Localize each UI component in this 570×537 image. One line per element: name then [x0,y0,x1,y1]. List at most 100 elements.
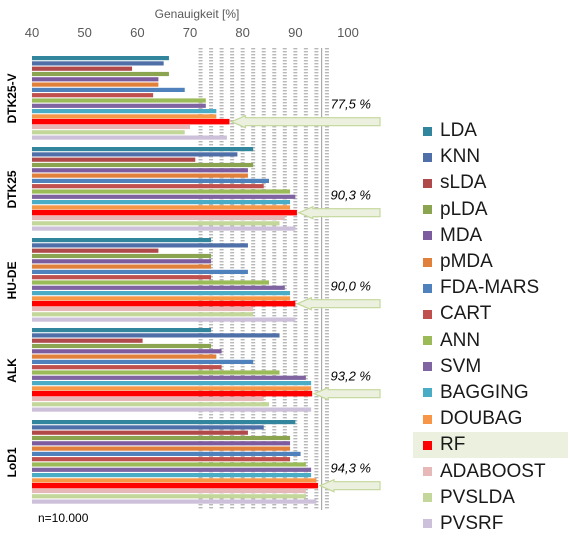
annotation-value: 94,3 % [331,461,371,476]
bar-slda-lod1 [32,430,248,435]
gridline [272,48,277,510]
bar-mda-dtk25-v [32,77,159,82]
legend-label: LDA [440,120,477,142]
legend-label: CART [440,303,492,325]
bar-doubag-dtk25 [32,205,291,210]
bar-adaboost-dtk25-v [32,124,190,130]
legend-label: ANN [440,329,481,351]
gridline [251,48,256,510]
bar-ann-lod1 [32,462,306,467]
bar-pvslda-dtk25-v [32,130,185,135]
bar-pvsrf-lod1 [32,499,317,504]
bar-svm-alk [32,375,306,380]
bar-bagging-hu-de [32,291,291,296]
legend-label: FDA-MARS [440,277,540,299]
legend-label: PVSRF [440,512,504,534]
bar-knn-dtk25-v [32,61,164,66]
group-labels: DTK25-V DTK25 HU-DE ALK LoD1 [5,73,19,477]
bar-fda-mars-lod1 [32,451,301,456]
legend-item-doubag: DOUBAG [413,406,568,432]
bar-cart-alk [32,365,222,370]
annotation-arrow [229,114,381,129]
annotation-value: 90,0 % [331,279,371,294]
annotation-arrow [312,386,381,401]
gridline [219,48,224,510]
bar-cart-dtk25-v [32,93,154,98]
bar-pmda-dtk25 [32,173,248,178]
bar-svm-lod1 [32,467,312,472]
bar-rf-dtk25 [32,209,297,216]
bar-lda-lod1 [32,420,296,425]
annotation-arrow [297,205,381,220]
gridline [261,48,266,510]
bar-pvslda-alk [32,402,269,407]
legend-label: RF [440,434,466,456]
bar-adaboost-lod1 [32,488,306,494]
bar-pvslda-dtk25 [32,221,280,226]
bar-pvslda-lod1 [32,494,306,499]
bar-lda-dtk25-v [32,56,169,61]
x-tick-label: 90 [288,25,302,40]
bar-slda-alk [32,338,143,343]
x-tick-label: 80 [235,25,249,40]
gridline [240,48,245,510]
legend-item-pvslda: PVSLDA [413,485,568,511]
bar-mda-dtk25 [32,168,248,173]
legend-swatch [423,178,432,188]
legend-label: pMDA [440,251,493,273]
legend-swatch [423,231,432,241]
annotation-value: 77,5 % [331,97,371,112]
group-label: LoD1 [5,447,19,477]
legend-swatch [423,152,432,162]
x-tick-label: 70 [183,25,197,40]
bar-pmda-dtk25-v [32,82,159,87]
group-label: DTK25 [5,170,19,208]
bar-slda-dtk25-v [32,66,133,71]
bar-fda-mars-alk [32,359,254,364]
bar-bagging-alk [32,381,312,386]
bar-plda-alk [32,343,212,349]
bar-ann-dtk25 [32,189,291,194]
bar-mda-lod1 [32,441,291,446]
legend-swatch [423,362,432,372]
bar-svm-hu-de [32,285,285,290]
legend-swatch [423,519,432,529]
bar-mda-alk [32,349,222,354]
annotation-arrow [318,478,381,493]
bar-plda-dtk25 [32,162,254,168]
group-label: ALK [5,358,19,383]
annotation-value: 93,2 % [331,369,371,384]
bar-pmda-alk [32,354,217,359]
legend-item-adaboost: ADABOOST [413,458,568,484]
legend-item-lda: LDA [413,118,568,144]
bar-mda-hu-de [32,259,212,264]
x-tick-label: 40 [25,25,39,40]
bar-bagging-dtk25-v [32,109,217,114]
legend-item-mda: MDA [413,223,568,249]
bar-doubag-alk [32,386,312,391]
bar-lda-alk [32,328,212,333]
sample-size-note: n=10.000 [38,511,89,525]
legend-item-fda-mars: FDA-MARS [413,275,568,301]
bar-pmda-hu-de [32,264,212,269]
legend-item-plda: pLDA [413,197,568,223]
legend-swatch [423,309,432,319]
legend-swatch [423,493,432,503]
legend-swatch [423,126,432,136]
bar-knn-dtk25 [32,152,238,157]
x-tick-label: 60 [130,25,144,40]
legend-swatch [423,388,432,398]
legend-swatch [423,467,432,477]
bar-doubag-lod1 [32,478,317,483]
bar-adaboost-dtk25 [32,215,285,221]
legend-item-svm: SVM [413,354,568,380]
bar-slda-dtk25 [32,157,196,162]
bar-svm-dtk25 [32,194,296,199]
bar-ann-alk [32,370,280,375]
legend-label: pLDA [440,198,488,220]
bar-fda-mars-dtk25-v [32,87,185,92]
legend-label: ADABOOST [440,460,546,482]
x-axis: 40 50 60 70 80 90 100 [25,25,359,40]
legend-label: BAGGING [440,381,529,403]
bar-rf-hu-de [32,300,296,307]
